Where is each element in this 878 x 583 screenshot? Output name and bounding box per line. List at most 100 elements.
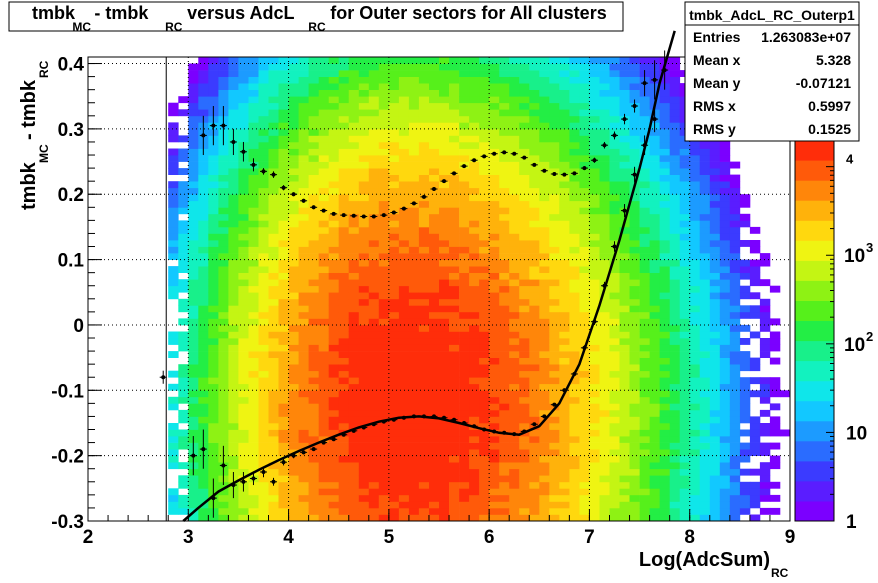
- heat-cell: [569, 148, 580, 156]
- heat-cell: [699, 423, 711, 430]
- heat-cell: [549, 187, 560, 195]
- heat-cell: [739, 507, 751, 515]
- heat-cell: [188, 128, 199, 136]
- heat-cell: [358, 468, 370, 476]
- heat-cell: [429, 481, 440, 489]
- heat-cell: [699, 507, 711, 515]
- heat-cell: [769, 344, 781, 352]
- heat-cell: [619, 377, 630, 385]
- heat-cell: [358, 187, 370, 195]
- heat-cell: [388, 338, 400, 345]
- heat-cell: [258, 370, 269, 378]
- heat-cell: [509, 213, 520, 221]
- heat-cell: [579, 213, 590, 221]
- heat-cell: [579, 246, 590, 254]
- heat-cell: [318, 357, 330, 365]
- heat-cell: [358, 383, 370, 391]
- heat-cell: [609, 442, 620, 450]
- heat-cell: [629, 442, 640, 450]
- heat-cell: [519, 383, 530, 391]
- heat-cell: [268, 233, 279, 241]
- heat-cell: [188, 331, 199, 339]
- heat-cell: [258, 338, 269, 345]
- heat-cell: [559, 364, 570, 372]
- heat-cell: [659, 318, 670, 326]
- heat-cell: [619, 285, 630, 293]
- heat-cell: [649, 200, 660, 208]
- heat-cell: [599, 357, 610, 365]
- heat-cell: [298, 292, 309, 300]
- heat-cell: [358, 233, 370, 241]
- y-axis-label: tmbk: [18, 161, 40, 210]
- mean-profile-point: [201, 447, 206, 452]
- heat-cell: [308, 96, 319, 104]
- heat-cell: [298, 266, 309, 273]
- heat-cell: [759, 338, 771, 345]
- heat-cell: [649, 351, 660, 358]
- heat-cell: [469, 122, 480, 130]
- heat-cell: [368, 259, 380, 267]
- heat-cell: [539, 142, 550, 149]
- heat-cell: [398, 128, 410, 136]
- heat-cell: [228, 357, 239, 365]
- heat-cell: [278, 357, 289, 365]
- heat-cell: [559, 436, 570, 443]
- heat-cell: [388, 220, 400, 228]
- heat-cell: [679, 266, 691, 273]
- heat-cell: [268, 174, 279, 182]
- heat-cell: [469, 187, 480, 195]
- heat-cell: [539, 135, 550, 143]
- heat-cell: [529, 187, 540, 195]
- heat-cell: [449, 455, 460, 463]
- heat-cell: [689, 468, 701, 476]
- heat-cell: [719, 233, 731, 241]
- heat-cell: [659, 122, 670, 130]
- x-tick-label: 3: [183, 527, 194, 548]
- heat-cell: [719, 409, 731, 417]
- heat-cell: [439, 272, 450, 280]
- heat-cell: [549, 514, 560, 522]
- heat-cell: [338, 455, 350, 463]
- heat-cell: [539, 331, 550, 339]
- heat-cell: [398, 233, 410, 241]
- heat-cell: [459, 200, 470, 208]
- heat-cell: [519, 285, 530, 293]
- heat-cell: [278, 109, 289, 117]
- heat-cell: [308, 383, 319, 391]
- heat-cell: [358, 475, 370, 483]
- heat-cell: [348, 377, 360, 385]
- heat-cell: [429, 462, 440, 470]
- heat-cell: [318, 370, 330, 378]
- heat-cell: [469, 501, 480, 509]
- heat-cell: [549, 181, 560, 189]
- heat-cell: [278, 390, 289, 398]
- heat-cell: [529, 442, 540, 450]
- heat-cell: [469, 194, 480, 202]
- heat-cell: [168, 396, 179, 404]
- heat-cell: [609, 475, 620, 483]
- heat-cell: [669, 285, 681, 293]
- heat-cell: [489, 292, 500, 300]
- heat-cell: [288, 396, 299, 404]
- heat-cell: [248, 115, 259, 123]
- heat-cell: [198, 324, 209, 332]
- heat-cell: [649, 285, 660, 293]
- heat-cell: [449, 63, 460, 71]
- heat-cell: [749, 488, 761, 496]
- heat-cell: [529, 89, 540, 97]
- heat-cell: [699, 161, 711, 169]
- heat-cell: [308, 481, 319, 489]
- heat-cell: [749, 240, 761, 247]
- heat-cell: [278, 370, 289, 378]
- heat-cell: [418, 462, 430, 470]
- heat-cell: [218, 83, 229, 90]
- heat-cell: [780, 429, 791, 437]
- heat-cell: [529, 279, 540, 287]
- heat-cell: [589, 96, 600, 104]
- heat-cell: [559, 462, 570, 470]
- heat-cell: [479, 142, 490, 149]
- heat-cell: [549, 266, 560, 273]
- heat-cell: [328, 220, 340, 228]
- heat-cell: [388, 155, 400, 162]
- heat-cell: [499, 338, 510, 345]
